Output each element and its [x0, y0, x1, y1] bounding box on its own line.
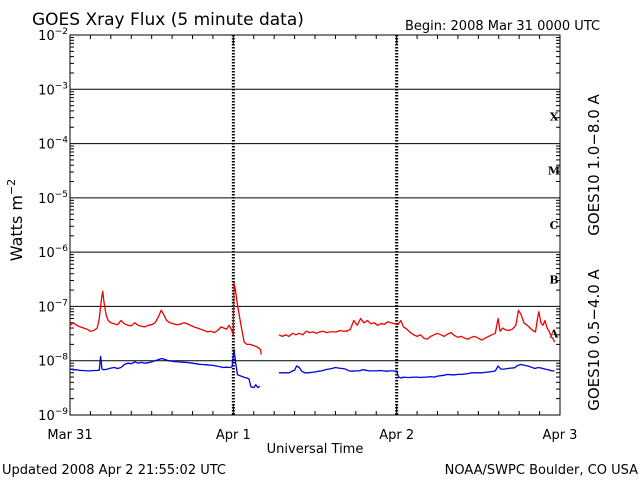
legend-short-channel: GOES10 0.5−4.0 A: [585, 268, 603, 410]
x-tick-label: Apr 2: [379, 428, 414, 443]
grid-lines: [70, 88, 560, 362]
flare-class-b: B: [549, 273, 558, 286]
series-line-0: [69, 282, 262, 355]
series-line-1: [69, 348, 261, 389]
y-tick-base: 10: [38, 300, 55, 315]
y-axis-title: Watts m−2: [5, 179, 26, 261]
y-tick-base: 10: [38, 138, 55, 153]
series-line-1: [278, 363, 555, 379]
y-tick-base: 10: [38, 246, 55, 261]
plot-area: [69, 34, 561, 416]
y-tick-exponent: −9: [55, 407, 69, 417]
y-tick-base: 10: [38, 29, 55, 44]
y-tick-label: 10−5: [38, 190, 68, 207]
y-tick-label: 10−8: [38, 353, 68, 370]
series-line-0: [278, 309, 556, 343]
y-tick-label: 10−6: [38, 244, 68, 261]
flare-class-x: X: [550, 110, 559, 123]
day-divider-lines: [231, 35, 399, 415]
flare-class-c: C: [550, 219, 559, 232]
y-tick-exponent: −8: [55, 353, 69, 363]
legend-long-channel: GOES10 1.0−8.0 A: [585, 93, 603, 235]
x-tick-label: Apr 3: [543, 428, 578, 443]
y-tick-exponent: −2: [55, 27, 68, 37]
y-tick-exponent: −5: [55, 190, 68, 200]
y-tick-base: 10: [38, 355, 55, 370]
x-axis-ticks: Mar 31 Apr 1 Apr 2 Apr 3: [47, 35, 577, 443]
x-tick-label: Mar 31: [47, 428, 92, 443]
y-tick-exponent: −3: [55, 81, 68, 91]
y-tick-label: 10−9: [38, 407, 68, 424]
begin-label: Begin: 2008 Mar 31 0000 UTC: [405, 19, 600, 34]
y-tick-exponent: −6: [55, 244, 69, 254]
credit-label: NOAA/SWPC Boulder, CO USA: [445, 463, 638, 478]
y-tick-label: 10−7: [38, 298, 68, 315]
y-tick-label: 10−2: [38, 27, 68, 44]
y-tick-exponent: −4: [55, 136, 69, 146]
y-tick-label: 10−4: [38, 136, 68, 153]
series-lines: [69, 282, 556, 389]
y-tick-base: 10: [38, 83, 55, 98]
y-axis-title-sup: −2: [5, 179, 18, 195]
flare-class-m: M: [548, 165, 560, 178]
y-axis-title-main: Watts m: [7, 195, 26, 261]
chart-title: GOES Xray Flux (5 minute data): [32, 10, 304, 30]
x-tick-label: Apr 1: [216, 428, 251, 443]
flare-class-labels: X M C B A: [548, 110, 560, 340]
x-axis-title: Universal Time: [267, 442, 364, 457]
y-tick-label: 10−3: [38, 81, 68, 98]
y-tick-base: 10: [38, 192, 55, 207]
y-axis-ticks: 10−210−310−410−510−610−710−810−9: [38, 27, 560, 424]
flare-class-a: A: [549, 328, 559, 341]
y-tick-base: 10: [38, 409, 55, 424]
y-tick-exponent: −7: [55, 298, 68, 308]
updated-label: Updated 2008 Apr 2 21:55:02 UTC: [2, 463, 226, 478]
